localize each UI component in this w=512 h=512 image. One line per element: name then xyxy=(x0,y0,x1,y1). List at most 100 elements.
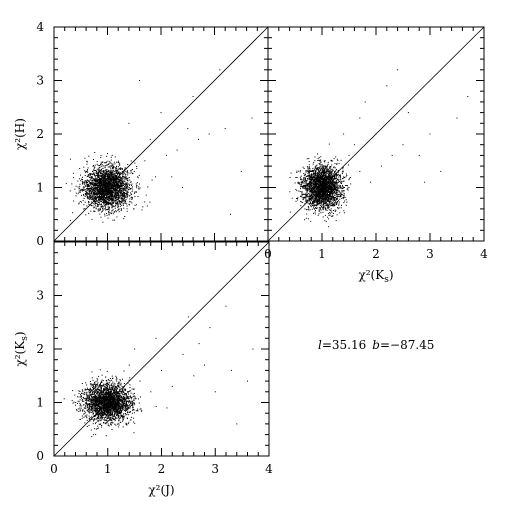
data-point xyxy=(114,176,116,177)
data-point xyxy=(113,201,115,202)
data-point xyxy=(108,176,110,178)
data-point xyxy=(108,192,110,194)
data-point xyxy=(145,194,147,196)
data-point xyxy=(115,185,117,187)
data-point xyxy=(127,174,129,176)
data-point xyxy=(100,172,102,174)
data-point xyxy=(113,211,115,213)
data-point xyxy=(322,192,324,194)
data-point xyxy=(109,192,111,194)
data-point xyxy=(316,181,318,183)
data-point xyxy=(93,198,95,200)
data-point xyxy=(87,189,89,191)
data-point xyxy=(310,195,311,197)
data-point xyxy=(346,175,348,176)
data-point xyxy=(111,185,113,187)
data-point xyxy=(102,188,104,190)
data-point xyxy=(133,170,135,172)
data-point xyxy=(328,186,330,188)
data-point xyxy=(69,158,71,160)
data-point xyxy=(75,185,77,187)
data-point xyxy=(330,196,332,198)
data-point xyxy=(129,181,131,183)
data-point xyxy=(100,192,102,194)
data-point xyxy=(113,183,115,185)
data-point xyxy=(317,183,319,185)
data-point xyxy=(118,197,120,199)
data-point xyxy=(305,197,307,199)
data-point xyxy=(322,184,324,186)
data-point xyxy=(332,181,334,183)
data-point xyxy=(106,164,108,166)
data-point xyxy=(333,190,335,192)
data-point xyxy=(104,215,106,217)
data-point xyxy=(93,165,94,166)
data-point xyxy=(88,187,90,189)
data-point xyxy=(112,191,114,193)
data-point xyxy=(117,192,119,194)
data-point xyxy=(92,189,94,191)
data-point xyxy=(120,201,122,202)
data-point xyxy=(120,185,122,187)
data-point xyxy=(85,171,87,173)
data-point xyxy=(100,187,102,189)
data-point xyxy=(107,166,109,168)
data-point xyxy=(99,193,101,195)
data-point xyxy=(116,184,118,186)
data-point xyxy=(108,175,110,177)
data-point xyxy=(307,184,309,186)
data-point xyxy=(98,196,100,198)
data-point xyxy=(113,175,115,177)
data-point xyxy=(112,185,114,187)
data-point xyxy=(310,205,311,207)
data-point xyxy=(87,185,89,187)
data-point xyxy=(316,196,318,198)
data-point xyxy=(107,181,109,183)
data-point xyxy=(348,179,350,181)
data-point xyxy=(111,154,113,156)
data-point xyxy=(121,178,123,180)
data-point xyxy=(117,173,118,175)
data-point xyxy=(80,189,82,191)
data-point xyxy=(333,191,335,193)
data-point xyxy=(316,164,318,166)
data-point xyxy=(94,185,96,187)
data-point xyxy=(109,196,111,198)
data-point xyxy=(340,159,342,161)
data-point xyxy=(320,161,322,163)
data-point xyxy=(117,166,119,168)
data-point xyxy=(109,197,111,199)
data-point xyxy=(111,180,112,182)
data-point xyxy=(315,201,317,203)
data-point xyxy=(323,178,325,180)
data-point xyxy=(331,176,333,178)
data-point xyxy=(309,168,311,170)
data-point xyxy=(303,187,305,189)
data-point xyxy=(301,180,303,182)
data-point xyxy=(327,182,328,184)
data-point xyxy=(103,175,105,177)
data-point xyxy=(93,169,95,171)
data-point xyxy=(107,186,109,188)
data-point xyxy=(305,196,306,198)
data-point xyxy=(89,190,91,192)
data-point xyxy=(126,197,128,199)
data-point xyxy=(88,184,89,186)
data-point xyxy=(312,188,314,190)
data-point xyxy=(332,203,334,205)
data-point xyxy=(103,184,105,186)
data-point xyxy=(120,191,121,193)
data-point xyxy=(102,173,104,175)
data-point xyxy=(125,178,127,180)
data-point xyxy=(319,201,321,203)
data-point xyxy=(86,192,88,194)
data-point xyxy=(121,194,123,196)
data-point xyxy=(129,201,130,203)
data-point xyxy=(87,195,89,197)
data-point xyxy=(109,178,111,180)
data-point xyxy=(109,186,111,188)
data-point xyxy=(102,183,104,185)
data-point xyxy=(313,193,315,195)
data-point xyxy=(109,173,111,175)
data-point xyxy=(323,167,325,169)
